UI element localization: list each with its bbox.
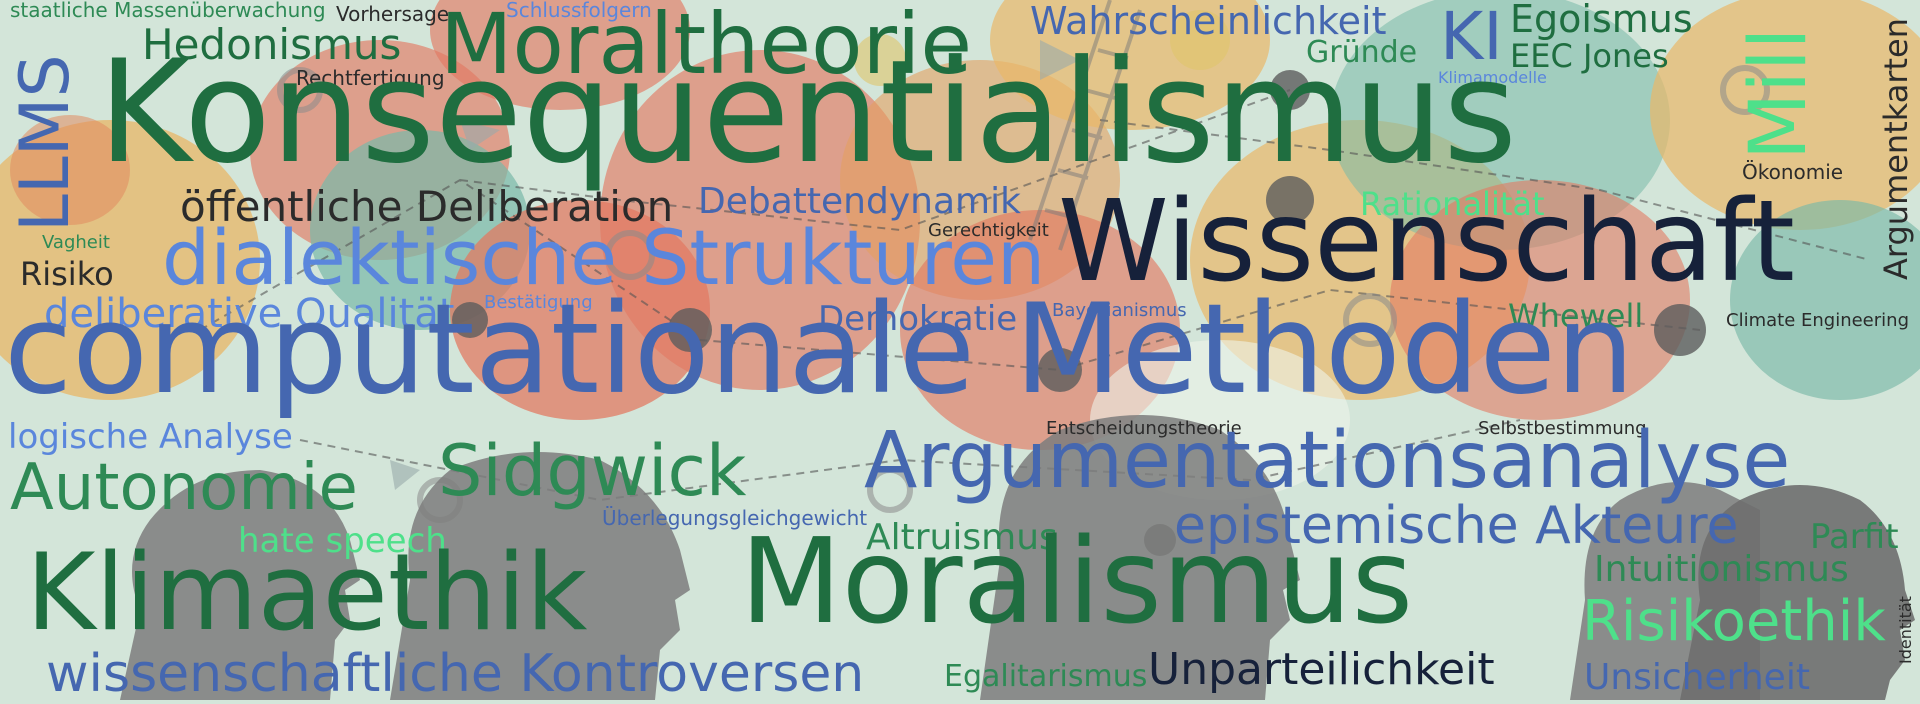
word-parfit: Parfit [1810, 517, 1899, 557]
head-silhouette-icon [1680, 485, 1915, 700]
word-selbstbestimmung: Selbstbestimmung [1478, 418, 1647, 439]
word-autonomie: Autonomie [10, 451, 358, 525]
word-unparteilichkeit: Unparteilichkeit [1148, 644, 1495, 695]
word-climate-engineering: Climate Engineering [1726, 310, 1909, 331]
word-epistemische-akteure: epistemische Akteure [1174, 496, 1739, 556]
word-wissenschaft: Wissenschaft [1058, 177, 1795, 307]
gear-icon [854, 10, 1230, 86]
word-demokratie: Demokratie [818, 299, 1018, 339]
word-logische-analyse: logische Analyse [8, 417, 293, 457]
word-hedonismus: Hedonismus [142, 20, 402, 69]
word-wahrscheinlichkeit: Wahrscheinlichkeit [1030, 0, 1387, 43]
speech-bubble-icon [0, 0, 1920, 500]
word-risikoethik: Risikoethik [1582, 589, 1886, 654]
word-gerechtigkeit: Gerechtigkeit [928, 220, 1049, 241]
word-sidgwick: Sidgwick [438, 430, 747, 512]
word-moralismus: Moralismus [740, 512, 1414, 650]
word-bayesianismus: Bayesianismus [1052, 300, 1187, 321]
word-klimaethik: Klimaethik [26, 531, 588, 654]
word-vorhersage: Vorhersage [336, 2, 450, 26]
word-whewell: Whewell [1508, 297, 1644, 335]
word-egalitarismus: Egalitarismus [944, 659, 1148, 694]
word-staatliche-massenueberwachung: staatliche Massenüberwachung [10, 0, 326, 22]
word-moraltheorie: Moraltheorie [440, 0, 973, 93]
ladder-icon [1028, 0, 1142, 251]
word-ueberlegungsgleichgewicht: Überlegungsgleichgewicht [602, 506, 868, 530]
word-identitaet: Identität [1896, 596, 1915, 664]
word-gruende: Gründe [1306, 35, 1418, 70]
word-computationale-methoden: computationale Methoden [4, 278, 1635, 422]
word-eec-jones: EEC Jones [1510, 37, 1669, 75]
word-dialektische-strukturen: dialektische Strukturen [162, 213, 1046, 302]
word-altruismus: Altruismus [866, 517, 1058, 558]
word-schlussfolgern: Schlussfolgern [506, 0, 652, 22]
word-egoismus: Egoismus [1510, 0, 1693, 41]
word-llms: LLMS [6, 54, 85, 232]
word-deliberative-qualitaet: deliberative Qualität [44, 291, 455, 337]
word-hate-speech: hate speech [238, 521, 447, 561]
word-entscheidungstheorie: Entscheidungstheorie [1046, 418, 1242, 439]
word-konsequentialismus: Konsequentialismus [98, 30, 1518, 195]
word-oeffentliche-deliberation: öffentliche Deliberation [180, 182, 674, 231]
word-ki: KI [1440, 0, 1503, 75]
word-oekonomie: Ökonomie [1742, 160, 1844, 184]
gear-icon [277, 65, 1770, 523]
word-wissenschaftliche-kontroversen: wissenschaftliche Kontroversen [46, 644, 865, 704]
word-argumentationsanalyse: Argumentationsanalyse [864, 416, 1791, 506]
word-intuitionismus: Intuitionismus [1594, 549, 1849, 590]
word-klimamodelle: Klimamodelle [1438, 68, 1547, 87]
word-risiko: Risiko [20, 255, 114, 293]
arrow-icon [390, 40, 1080, 490]
word-unsicherheit: Unsicherheit [1584, 657, 1810, 698]
head-silhouette-icon [120, 415, 1760, 700]
word-debattendynamik: Debattendynamik [698, 181, 1021, 222]
word-argumentkarten: Argumentkarten [1877, 17, 1915, 280]
word-rechtfertigung: Rechtfertigung [296, 66, 445, 90]
word-rationalitaet: Rationalität [1360, 185, 1545, 223]
word-mill: Mill [1734, 27, 1824, 160]
word-bestaetigung: Bestätigung [484, 292, 593, 313]
word-vagheit: Vagheit [42, 232, 110, 253]
